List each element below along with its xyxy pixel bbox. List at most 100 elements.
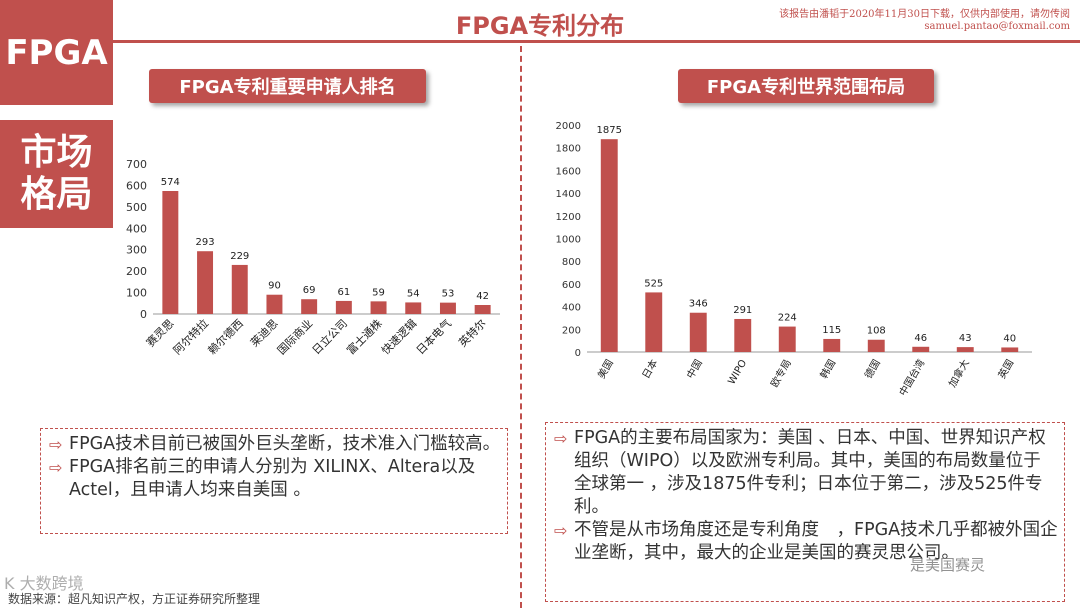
bar xyxy=(689,312,707,352)
bar xyxy=(335,300,352,314)
x-tick-label: 日本电气 xyxy=(413,316,454,357)
bar xyxy=(1001,347,1019,352)
left-notes-box: ⇨ FPGA技术目前已被国外巨头垄断，技术准入门槛较高。 ⇨ FPGA排名前三的申请… xyxy=(40,428,508,534)
x-tick-label: 日立公司 xyxy=(309,316,350,357)
center-dashed-divider xyxy=(520,46,522,608)
arrow-bullet-icon: ⇨ xyxy=(554,429,568,448)
x-tick-label: 欧专局 xyxy=(768,357,794,389)
arrow-bullet-icon: ⇨ xyxy=(49,435,63,454)
data-label: 291 xyxy=(733,305,752,316)
y-tick-label: 800 xyxy=(562,257,581,268)
x-tick-label: 英国 xyxy=(995,357,1016,381)
note-text: FPGA的主要布局国家为：美国 、日本、中国、世界知识产权组织（WIPO）以及欧… xyxy=(574,428,1046,517)
x-tick-label: 赖尔德西 xyxy=(205,316,246,357)
x-tick-label: 加拿大 xyxy=(946,357,972,389)
y-tick-label: 700 xyxy=(126,158,147,171)
watermark-right: 是美国赛灵 xyxy=(910,556,986,574)
y-tick-label: 400 xyxy=(562,303,581,314)
market-structure-badge: 市场格局 xyxy=(0,120,113,228)
y-tick-label: 1800 xyxy=(556,144,581,155)
bar xyxy=(370,301,387,314)
y-tick-label: 300 xyxy=(126,244,147,257)
y-tick-label: 1000 xyxy=(556,235,581,246)
x-tick-label: 美国 xyxy=(595,357,616,381)
data-label: 59 xyxy=(372,287,385,298)
data-label: 42 xyxy=(476,291,489,302)
fpga-badge: FPGA xyxy=(0,0,113,105)
x-tick-label: 韩国 xyxy=(817,357,838,381)
note-item: ⇨ FPGA排名前三的申请人分别为 XILINX、Altera以及Actel，且申… xyxy=(47,456,501,502)
note-text: FPGA排名前三的申请人分别为 XILINX、Altera以及Actel，且申请… xyxy=(69,457,476,500)
arrow-bullet-icon: ⇨ xyxy=(554,521,568,540)
data-label: 69 xyxy=(303,285,316,296)
bar xyxy=(867,339,885,352)
data-label: 53 xyxy=(442,289,455,300)
global-layout-chart: 0 200 400 600 800 1000 1200 1400 1600 1800 2000 187… xyxy=(556,121,1032,398)
y-tick-label: 600 xyxy=(126,179,147,192)
y-tick-label: 200 xyxy=(562,325,581,336)
data-label: 54 xyxy=(407,288,420,299)
note-text: FPGA技术目前已被国外巨头垄断，技术准入门槛较高。 xyxy=(69,434,501,454)
x-tick-label: 快速逻辑 xyxy=(378,316,419,357)
market-badge-text: 市场格局 xyxy=(20,132,93,215)
y-tick-label: 100 xyxy=(126,287,147,300)
download-disclaimer: 该报告由潘韬于2020年11月30日下载，仅供内部使用，请勿传阅 samuel.… xyxy=(779,9,1070,33)
data-label: 224 xyxy=(778,313,797,324)
bar xyxy=(823,338,841,352)
data-label: 108 xyxy=(867,326,886,337)
watermark-left: K 大数跨境 xyxy=(4,574,84,593)
note-item: ⇨ FPGA技术目前已被国外巨头垄断，技术准入门槛较高。 xyxy=(47,433,501,456)
note-item: ⇨ FPGA的主要布局国家为：美国 、日本、中国、世界知识产权组织（WIPO）以及… xyxy=(552,427,1058,519)
x-tick-label: 阿尔特拉 xyxy=(170,316,211,357)
arrow-bullet-icon: ⇨ xyxy=(49,458,63,477)
bar xyxy=(266,294,283,314)
right-notes-box: ⇨ FPGA的主要布局国家为：美国 、日本、中国、世界知识产权组织（WIPO）以及… xyxy=(545,422,1065,602)
y-tick-label: 600 xyxy=(562,280,581,291)
y-tick-label: 200 xyxy=(126,265,147,278)
bar xyxy=(956,347,974,352)
y-tick-label: 400 xyxy=(126,222,147,235)
data-label: 61 xyxy=(337,287,350,298)
y-tick-label: 1200 xyxy=(556,212,581,223)
bar xyxy=(405,302,422,314)
note-text: 不管是从市场角度还是专利角度 ，FPGA技术几乎都被外国企业垄断，其中，最大的企… xyxy=(574,520,1058,563)
bar xyxy=(912,346,930,352)
x-tick-label: 中国台湾 xyxy=(896,357,927,398)
y-tick-label: 1400 xyxy=(556,189,581,200)
data-label: 574 xyxy=(161,177,180,188)
data-label: 90 xyxy=(268,281,281,292)
y-tick-label: 500 xyxy=(126,201,147,214)
data-label: 346 xyxy=(689,299,708,310)
x-tick-label: 日本 xyxy=(639,357,660,381)
bar xyxy=(197,251,214,314)
note-item: ⇨ 不管是从市场角度还是专利角度 ，FPGA技术几乎都被外国企业垄断，其中，最大的… xyxy=(552,519,1058,565)
applicant-ranking-chart: 0 100 200 300 400 500 600 700 574 赛灵思 293 阿尔特拉 229 赖尔… xyxy=(126,158,500,357)
bar xyxy=(301,299,318,314)
bar xyxy=(778,326,796,352)
bar xyxy=(734,318,752,352)
x-tick-label: 中国 xyxy=(684,357,705,381)
global-layout-title: FPGA专利世界范围布局 xyxy=(678,69,934,103)
y-tick-label: 2000 xyxy=(556,121,581,132)
y-tick-label: 1600 xyxy=(556,166,581,177)
data-label: 293 xyxy=(196,237,215,248)
x-tick-label: 富士通株 xyxy=(344,316,385,357)
y-tick-label: 0 xyxy=(140,308,147,321)
bar xyxy=(600,139,618,352)
data-label: 229 xyxy=(230,251,249,262)
disclaimer-email: samuel.pantao@foxmail.com xyxy=(924,21,1070,32)
page-title: FPGA专利分布 xyxy=(455,12,625,40)
x-tick-label: 赛灵思 xyxy=(143,316,176,349)
data-source: 数据来源：超凡知识产权，方正证券研究所整理 xyxy=(8,592,261,606)
applicant-ranking-title: FPGA专利重要申请人排名 xyxy=(149,69,426,103)
bar xyxy=(439,302,456,314)
x-tick-label: 英特尔 xyxy=(456,316,489,349)
data-label: 43 xyxy=(959,333,972,344)
bar xyxy=(474,305,491,314)
data-label: 46 xyxy=(914,333,927,344)
data-label: 40 xyxy=(1003,333,1016,344)
bar xyxy=(162,191,179,314)
y-tick-label: 0 xyxy=(575,348,581,359)
x-tick-label: 国际商业 xyxy=(274,316,315,357)
bar xyxy=(645,292,663,352)
